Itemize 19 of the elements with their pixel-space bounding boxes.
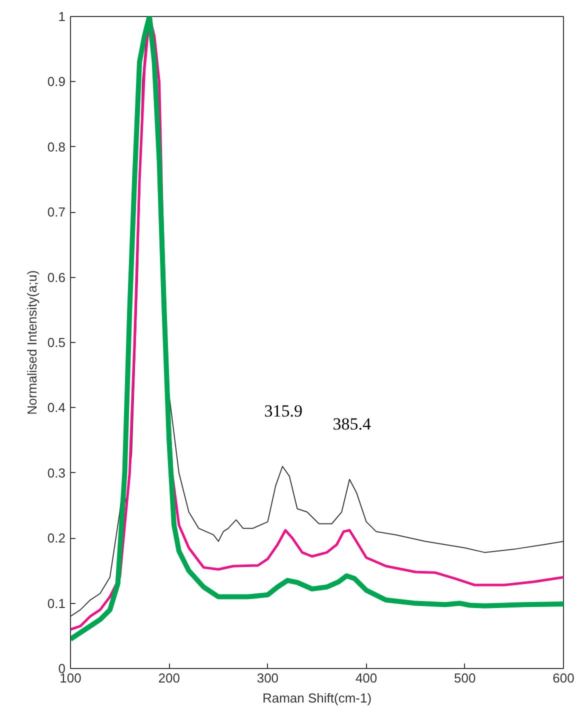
y-tick-label: 0.3 [47, 465, 66, 480]
x-tick-label: 600 [552, 670, 574, 686]
x-tick-label: 200 [158, 670, 180, 686]
y-tick-label: 0.4 [47, 400, 66, 416]
annotation: 385.4 [332, 414, 372, 434]
y-tick-label: 1 [58, 9, 66, 24]
y-tick-label: 0.1 [47, 596, 66, 611]
y-tick-label: 0.9 [47, 74, 66, 90]
y-tick-label: 0.8 [47, 139, 66, 154]
y-axis-title: Normalised Intensity(a;u) [24, 270, 40, 415]
x-tick-label: 400 [355, 670, 378, 686]
y-tick-label: 0.2 [47, 530, 66, 546]
y-tick-label: 0.7 [47, 204, 66, 220]
y-tick-label: 0.6 [47, 270, 66, 285]
annotation: 315.9 [264, 401, 302, 420]
x-tick-label: 300 [256, 670, 279, 686]
y-tick-label: 0.5 [47, 335, 66, 350]
x-tick-label: 500 [454, 670, 476, 686]
x-axis-title: Raman Shift(cm-1) [262, 690, 372, 706]
